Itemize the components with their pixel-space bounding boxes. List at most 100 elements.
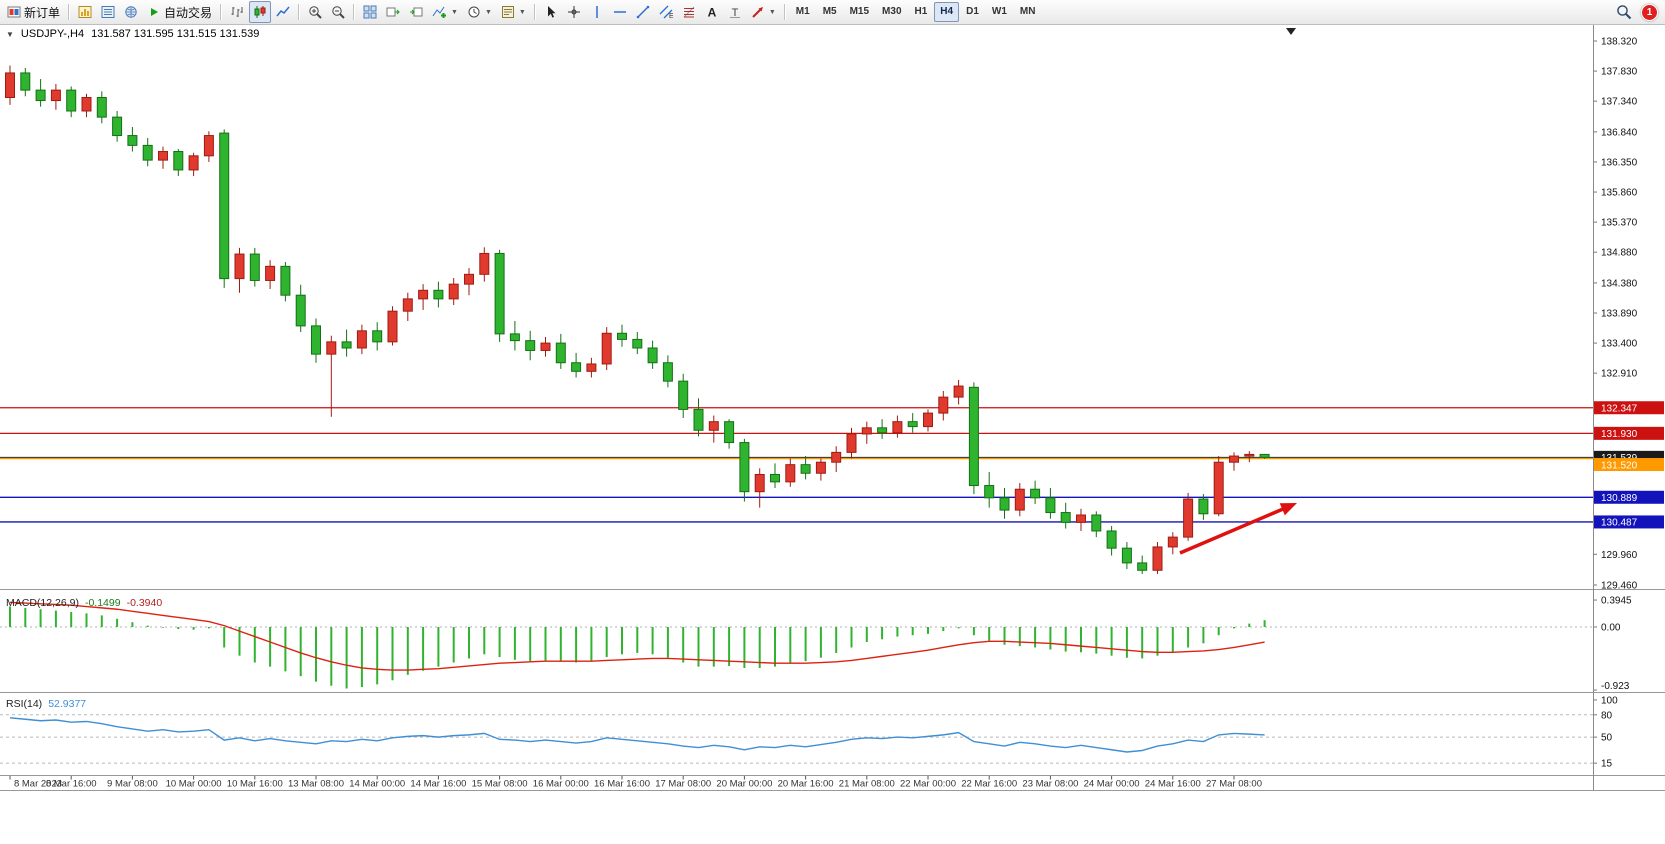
timeframe-m15-button[interactable]: M15 <box>849 6 870 17</box>
arrows-tool-button[interactable]: ▼ <box>747 1 780 23</box>
timeframe-d1-button[interactable]: D1 <box>966 6 979 17</box>
zoom-in-icon <box>309 6 322 19</box>
auto-trading-play-icon <box>151 8 159 16</box>
periods-button[interactable]: ▼ <box>463 1 496 23</box>
svg-text:14 Mar 00:00: 14 Mar 00:00 <box>349 779 405 790</box>
new-order-label: 新订单 <box>24 5 61 20</box>
separator <box>783 4 786 20</box>
svg-text:8 Mar 16:00: 8 Mar 16:00 <box>46 779 97 790</box>
timeframe-mn-button[interactable]: MN <box>1019 6 1036 17</box>
svg-text:15: 15 <box>1601 759 1613 770</box>
new-chart-button[interactable] <box>74 1 96 23</box>
svg-text:133.890: 133.890 <box>1601 309 1638 320</box>
price-axis-ticks: 138.320 137.830 137.340 136.840 136.350 135.8… <box>1593 37 1638 592</box>
add-indicator-icon <box>432 6 447 18</box>
chart-shift-button[interactable] <box>405 1 427 23</box>
rsi-pane: 100 80 50 15 <box>0 695 1618 770</box>
zoom-out-button[interactable] <box>327 1 349 23</box>
svg-text:0.3945: 0.3945 <box>1601 596 1632 607</box>
navigator-icon <box>125 6 137 18</box>
label-tool-button[interactable]: T <box>724 1 746 23</box>
zoom-out-icon <box>332 6 345 19</box>
templates-button[interactable]: ▼ <box>497 1 530 23</box>
timeframe-group: M1 M5 M15 M30 H1 H4 D1 W1 MN <box>790 2 1042 22</box>
chart-ohlc-label: 131.587 131.595 131.515 131.539 <box>91 28 260 40</box>
timeframe-w1-button[interactable]: W1 <box>991 6 1007 17</box>
arrow-shape-icon <box>752 7 763 18</box>
zoom-in-button[interactable] <box>304 1 326 23</box>
svg-text:137.830: 137.830 <box>1601 67 1638 78</box>
svg-text:130.889: 130.889 <box>1601 493 1638 504</box>
price-label-boxes: 132.347131.930131.539131.520130.889130.4… <box>1594 401 1664 529</box>
cursor-tool-button[interactable] <box>540 1 562 23</box>
chevron-down-icon: ▼ <box>451 8 458 16</box>
price-lines[interactable] <box>0 407 1593 523</box>
text-tool-button[interactable]: A <box>701 1 723 23</box>
crosshair-tool-button[interactable] <box>563 1 585 23</box>
svg-text:22 Mar 16:00: 22 Mar 16:00 <box>961 779 1017 790</box>
svg-text:130.487: 130.487 <box>1601 518 1638 529</box>
tile-windows-button[interactable] <box>359 1 381 23</box>
svg-text:24 Mar 16:00: 24 Mar 16:00 <box>1145 779 1201 790</box>
line-chart-type-button[interactable] <box>272 1 294 23</box>
svg-text:131.520: 131.520 <box>1601 460 1638 471</box>
trendline-tool-button[interactable] <box>632 1 654 23</box>
timeframe-m30-button[interactable]: M30 <box>882 6 902 17</box>
template-icon <box>501 6 514 18</box>
chevron-down-icon: ▼ <box>518 8 526 16</box>
timeframe-h4-button[interactable]: H4 <box>934 2 960 22</box>
svg-text:136.350: 136.350 <box>1601 157 1638 168</box>
chart-collapse-icon[interactable]: ▼ <box>6 29 14 39</box>
svg-text:135.370: 135.370 <box>1601 218 1638 229</box>
svg-text:15 Mar 08:00: 15 Mar 08:00 <box>472 779 528 790</box>
separator <box>298 4 301 20</box>
svg-text:13 Mar 08:00: 13 Mar 08:00 <box>288 779 344 790</box>
svg-text:0.00: 0.00 <box>1601 623 1621 634</box>
candles <box>5 65 1270 574</box>
object-anchor-marker[interactable] <box>1286 28 1296 35</box>
chart-shift-icon <box>410 7 423 17</box>
svg-text:T: T <box>731 7 738 19</box>
macd-signal-value: -0.3940 <box>126 597 163 609</box>
indicators-button[interactable]: ▼ <box>428 1 462 23</box>
navigator-button[interactable] <box>120 1 142 23</box>
pane-separators <box>0 25 1665 791</box>
fibonacci-tool-button[interactable] <box>678 1 700 23</box>
auto-scroll-button[interactable] <box>382 1 404 23</box>
svg-text:50: 50 <box>1601 733 1613 744</box>
new-order-button[interactable]: 新订单 <box>3 1 64 23</box>
horizontal-line-tool-button[interactable] <box>609 1 631 23</box>
bar-chart-type-button[interactable] <box>226 1 248 23</box>
auto-trading-button[interactable]: 自动交易 <box>143 1 216 23</box>
notifications-badge[interactable]: 1 <box>1641 3 1658 21</box>
vertical-line-tool-button[interactable] <box>586 1 608 23</box>
svg-text:A: A <box>708 6 717 20</box>
channel-icon: E <box>659 5 673 19</box>
svg-text:10 Mar 16:00: 10 Mar 16:00 <box>227 779 283 790</box>
text-icon: A <box>708 6 717 20</box>
timeframe-m5-button[interactable]: M5 <box>822 6 837 17</box>
chart-title: ▼ USDJPY-,H4 131.587 131.595 131.515 131… <box>6 28 259 40</box>
new-order-icon <box>7 6 21 18</box>
svg-text:21 Mar 08:00: 21 Mar 08:00 <box>839 779 895 790</box>
svg-text:16 Mar 16:00: 16 Mar 16:00 <box>594 779 650 790</box>
new-chart-icon <box>78 6 92 18</box>
svg-text:134.880: 134.880 <box>1601 248 1638 259</box>
svg-text:23 Mar 08:00: 23 Mar 08:00 <box>1022 779 1078 790</box>
svg-text:133.400: 133.400 <box>1601 339 1638 350</box>
timeframe-m1-button[interactable]: M1 <box>795 6 810 17</box>
trend-arrow-annotation[interactable] <box>1179 503 1297 555</box>
label-icon: T <box>729 7 740 19</box>
market-watch-button[interactable] <box>97 1 119 23</box>
auto-scroll-icon <box>386 7 400 17</box>
svg-text:10 Mar 00:00: 10 Mar 00:00 <box>166 779 222 790</box>
search-button[interactable] <box>1612 1 1636 23</box>
timeframe-h1-button[interactable]: H1 <box>914 6 928 17</box>
svg-text:80: 80 <box>1601 710 1613 721</box>
candlestick-chart-type-button[interactable] <box>249 1 272 23</box>
svg-text:132.910: 132.910 <box>1601 369 1638 380</box>
equidistant-channel-tool-button[interactable]: E <box>655 1 677 23</box>
svg-text:22 Mar 00:00: 22 Mar 00:00 <box>900 779 956 790</box>
